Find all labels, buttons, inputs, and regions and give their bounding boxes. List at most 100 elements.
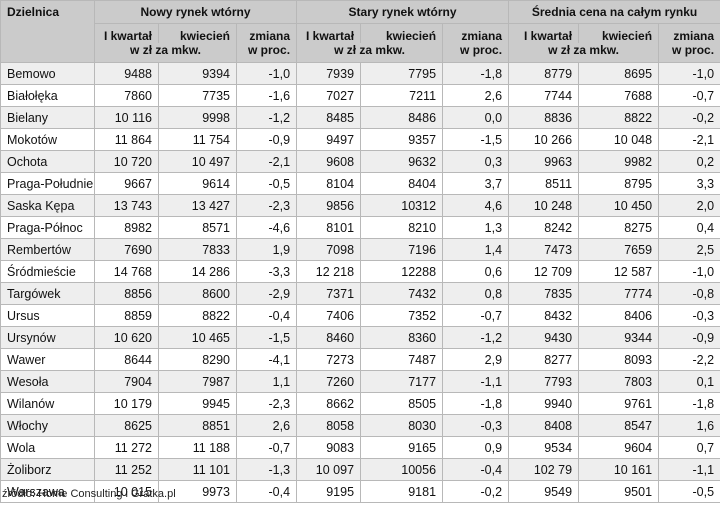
change-unit-label: w proc. xyxy=(235,43,298,63)
new-change-value: -1,3 xyxy=(235,458,298,481)
old-april-value: 8360 xyxy=(360,326,444,349)
new-april-value: 13 427 xyxy=(158,194,237,217)
old-q1-value: 7939 xyxy=(296,62,362,85)
new-april-value: 11 101 xyxy=(158,458,237,481)
district-name: Mokotów xyxy=(0,128,95,151)
avg-april-value: 8695 xyxy=(578,62,660,85)
new-april-value: 7735 xyxy=(158,84,237,107)
old-april-value: 10056 xyxy=(360,458,444,481)
price-table: Dzielnica Nowy rynek wtórny Stary rynek … xyxy=(0,0,720,503)
new-change-value: -4,1 xyxy=(235,348,298,371)
new-change-value: -0,5 xyxy=(235,172,298,195)
new-change-value: -2,1 xyxy=(235,150,298,173)
avg-q1-value: 7835 xyxy=(508,282,580,305)
old-q1-value: 12 218 xyxy=(296,260,362,283)
avg-april-value: 9761 xyxy=(578,392,660,415)
old-q1-value: 7371 xyxy=(296,282,362,305)
avg-april-value: 7688 xyxy=(578,84,660,107)
old-q1-value: 10 097 xyxy=(296,458,362,481)
new-q1-value: 9667 xyxy=(94,172,159,195)
district-name: Rembertów xyxy=(0,238,95,261)
old-april-value: 7177 xyxy=(360,370,444,393)
avg-april-value: 10 161 xyxy=(578,458,660,481)
old-change-value: -0,4 xyxy=(442,458,510,481)
district-name: Ursus xyxy=(0,304,95,327)
new-april-value: 11 188 xyxy=(158,436,237,459)
avg-april-value: 8406 xyxy=(578,304,660,327)
group-header-new-secondary: Nowy rynek wtórny xyxy=(93,0,298,24)
table-row: Ochota 10 720 10 497 -2,1 9608 9632 0,3 9963 998… xyxy=(0,150,720,173)
old-april-value: 12288 xyxy=(360,260,444,283)
new-q1-value: 8625 xyxy=(94,414,159,437)
avg-change-value: 0,4 xyxy=(658,216,720,239)
avg-change-value: -0,9 xyxy=(658,326,720,349)
new-change-value: -2,3 xyxy=(235,194,298,217)
old-change-value: 2,6 xyxy=(442,84,510,107)
col-april-label: kwiecień xyxy=(360,23,444,43)
district-name: Saska Kępa xyxy=(0,194,95,217)
avg-change-value: 2,5 xyxy=(658,238,720,261)
old-april-value: 7487 xyxy=(360,348,444,371)
new-q1-value: 10 620 xyxy=(94,326,159,349)
new-april-value: 8571 xyxy=(158,216,237,239)
old-april-value: 8404 xyxy=(360,172,444,195)
new-change-value: 2,6 xyxy=(235,414,298,437)
avg-change-value: -1,0 xyxy=(658,260,720,283)
new-change-value: -1,5 xyxy=(235,326,298,349)
new-q1-value: 7904 xyxy=(94,370,159,393)
avg-april-value: 9982 xyxy=(578,150,660,173)
old-april-value: 9165 xyxy=(360,436,444,459)
old-q1-value: 8485 xyxy=(296,106,362,129)
old-q1-value: 7027 xyxy=(296,84,362,107)
avg-april-value: 7803 xyxy=(578,370,660,393)
avg-april-value: 12 587 xyxy=(578,260,660,283)
new-q1-value: 8856 xyxy=(94,282,159,305)
old-change-value: -0,7 xyxy=(442,304,510,327)
old-change-value: 3,7 xyxy=(442,172,510,195)
new-q1-value: 11 252 xyxy=(94,458,159,481)
avg-q1-value: 7744 xyxy=(508,84,580,107)
table-row: Praga-Północ 8982 8571 -4,6 8101 8210 1,3 8242 8… xyxy=(0,216,720,239)
new-april-value: 9614 xyxy=(158,172,237,195)
avg-q1-value: 8277 xyxy=(508,348,580,371)
new-change-value: -0,7 xyxy=(235,436,298,459)
avg-q1-value: 12 709 xyxy=(508,260,580,283)
old-q1-value: 7406 xyxy=(296,304,362,327)
avg-change-value: -1,8 xyxy=(658,392,720,415)
avg-q1-value: 8836 xyxy=(508,106,580,129)
avg-change-value: -0,5 xyxy=(658,480,720,503)
new-q1-value: 13 743 xyxy=(94,194,159,217)
avg-q1-value: 10 248 xyxy=(508,194,580,217)
district-name: Warszawa xyxy=(0,480,95,503)
avg-change-value: 0,1 xyxy=(658,370,720,393)
district-name: Wola xyxy=(0,436,95,459)
new-q1-value: 10 720 xyxy=(94,150,159,173)
avg-april-value: 7659 xyxy=(578,238,660,261)
old-april-value: 9357 xyxy=(360,128,444,151)
col-april-label: kwiecień xyxy=(158,23,237,43)
table-row: Włochy 8625 8851 2,6 8058 8030 -0,3 8408 8547 1,6 xyxy=(0,414,720,437)
old-q1-value: 7273 xyxy=(296,348,362,371)
new-change-value: 1,9 xyxy=(235,238,298,261)
new-april-value: 9394 xyxy=(158,62,237,85)
avg-change-value: 0,2 xyxy=(658,150,720,173)
avg-change-value: -2,2 xyxy=(658,348,720,371)
new-q1-value: 7860 xyxy=(94,84,159,107)
change-unit-label: w proc. xyxy=(658,43,720,63)
old-change-value: -1,2 xyxy=(442,326,510,349)
old-q1-value: 8058 xyxy=(296,414,362,437)
district-name: Śródmieście xyxy=(0,260,95,283)
new-q1-value: 7690 xyxy=(94,238,159,261)
old-q1-value: 9608 xyxy=(296,150,362,173)
avg-q1-value: 8242 xyxy=(508,216,580,239)
new-q1-value: 10 015 xyxy=(94,480,159,503)
change-unit-label: w proc. xyxy=(442,43,510,63)
new-change-value: -2,9 xyxy=(235,282,298,305)
avg-q1-value: 7473 xyxy=(508,238,580,261)
new-change-value: -1,2 xyxy=(235,106,298,129)
district-name: Żoliborz xyxy=(0,458,95,481)
old-april-value: 8505 xyxy=(360,392,444,415)
new-april-value: 11 754 xyxy=(158,128,237,151)
old-change-value: 2,9 xyxy=(442,348,510,371)
old-change-value: 0,0 xyxy=(442,106,510,129)
